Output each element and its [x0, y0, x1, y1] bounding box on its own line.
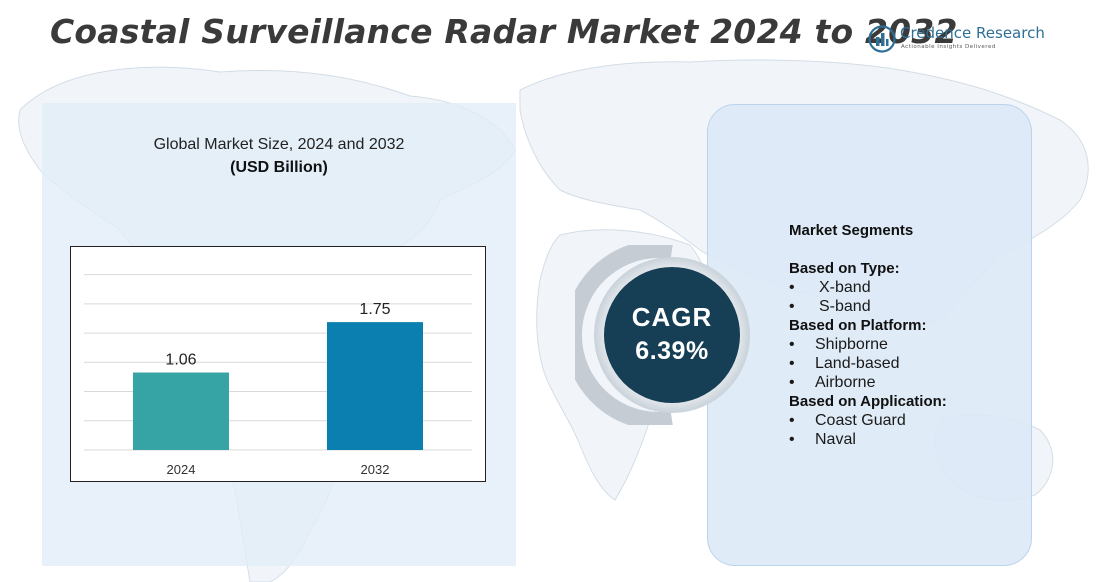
segment-item: X-band: [789, 278, 1029, 297]
chart-labels: 1.06 2024 1.75 2032: [165, 301, 390, 477]
x-tick-label: 2024: [167, 462, 196, 477]
bar-2032: [327, 322, 423, 450]
chart-bars: [133, 322, 423, 450]
segment-group-title: Based on Type:: [789, 260, 900, 277]
chart-title: Global Market Size, 2024 and 2032: [153, 136, 405, 153]
chart-frame: [70, 246, 486, 482]
chart-subtitle: (USD Billion): [230, 159, 328, 176]
segment-group-title: Based on Application:: [789, 393, 947, 410]
cagr-ring-shadow: [575, 245, 673, 425]
segment-item: Shipborne: [789, 335, 1029, 354]
x-tick-label: 2032: [361, 462, 390, 477]
segments-heading: Market Segments: [789, 222, 914, 239]
cagr-badge: [575, 245, 750, 425]
cagr-label: CAGR: [631, 302, 713, 332]
cagr-circle: [604, 267, 740, 403]
segment-item: Airborne: [789, 373, 1029, 392]
brand-logo-block: Credence Research Actionable Insights De…: [868, 22, 1058, 58]
market-segments: Market Segments Based on Type:X-bandS-ba…: [789, 222, 1029, 449]
brand-tagline: Actionable Insights Delivered: [901, 44, 996, 50]
segment-group-title: Based on Platform:: [789, 317, 927, 334]
data-label: 1.06: [165, 352, 196, 369]
cagr-value: 6.39%: [635, 337, 709, 365]
page-title: Coastal Surveillance Radar Market 2024 t…: [50, 12, 958, 51]
segment-item: Land-based: [789, 354, 1029, 373]
credence-logo-icon: [868, 25, 896, 53]
bar-2024: [133, 372, 229, 450]
data-label: 1.75: [359, 301, 390, 318]
segment-item: Naval: [789, 430, 1029, 449]
segment-item: Coast Guard: [789, 411, 1029, 430]
segment-item: S-band: [789, 297, 1029, 316]
brand-name: Credence Research: [900, 24, 1045, 42]
bar-chart: 1.06 2024 1.75 2032: [70, 246, 486, 482]
